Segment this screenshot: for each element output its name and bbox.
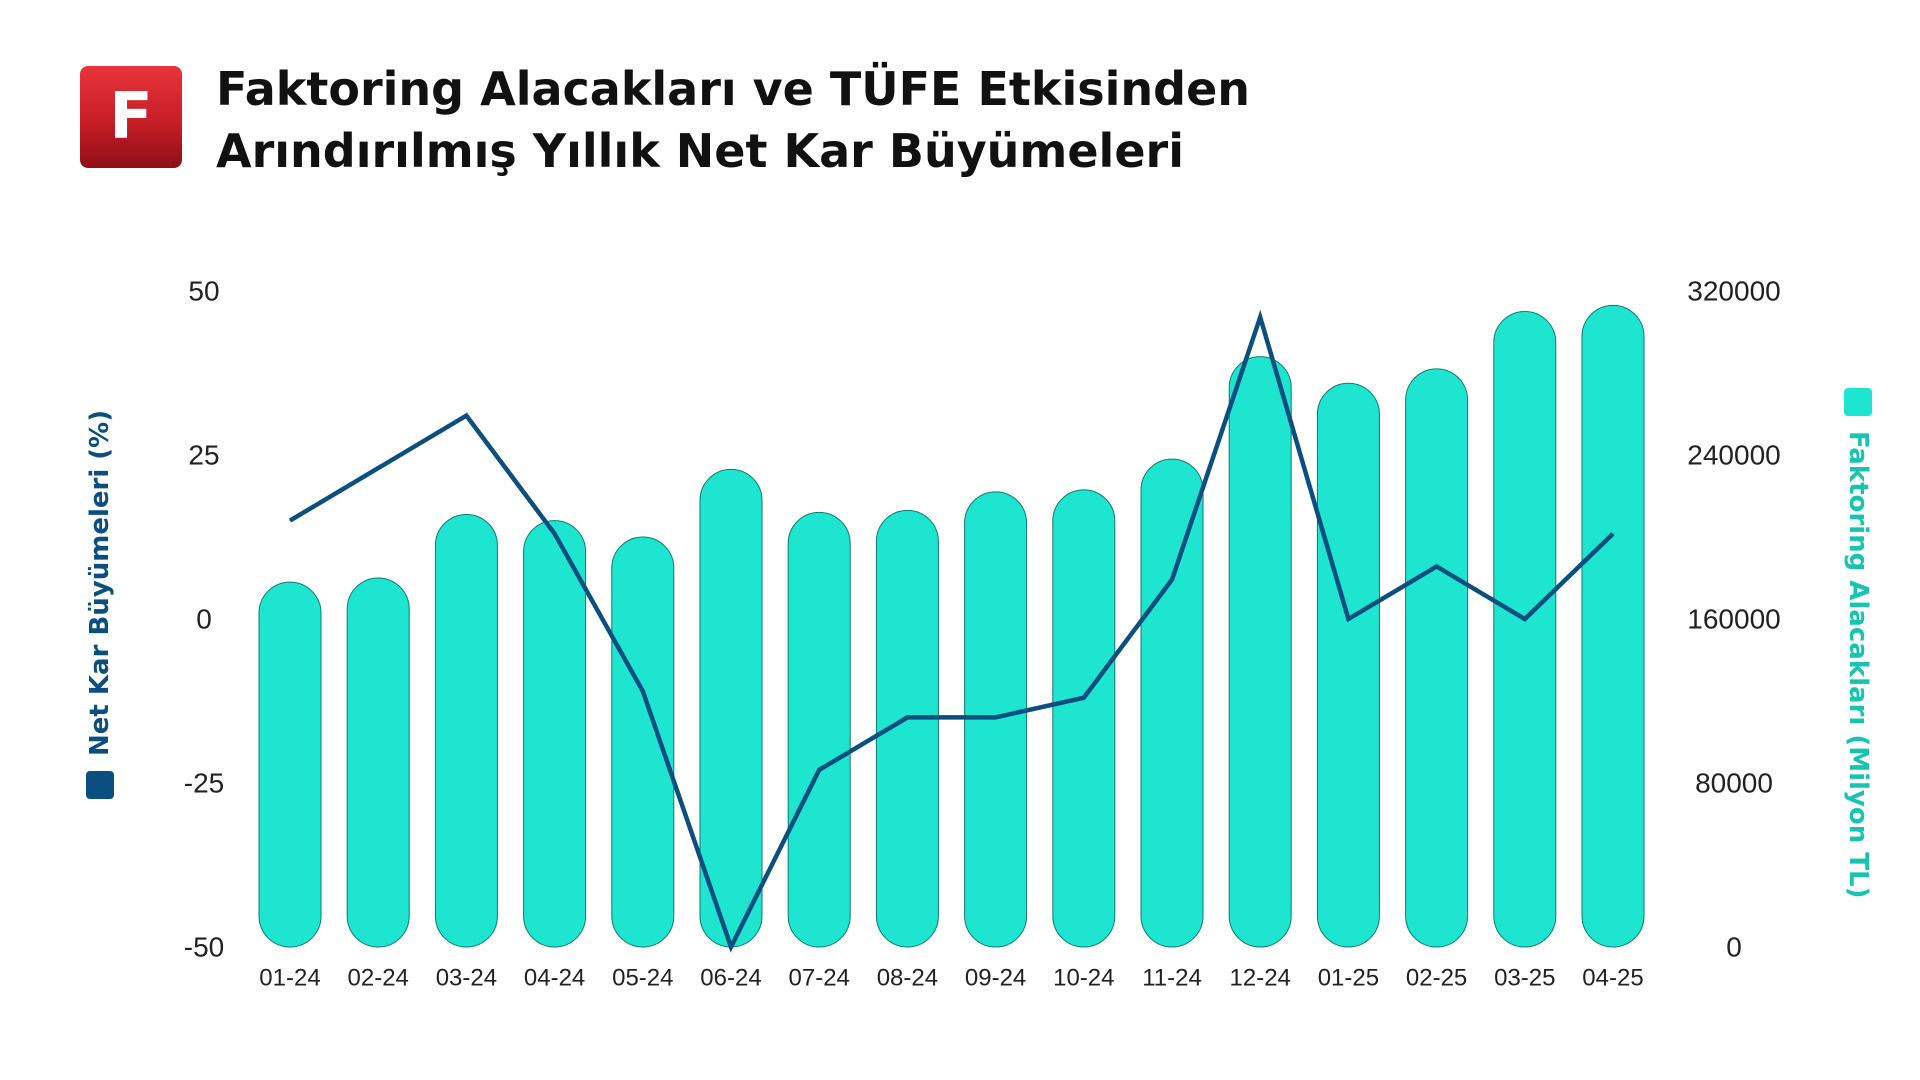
left-tick-label: -25 — [184, 768, 224, 799]
line-point-01-24 — [289, 520, 291, 522]
right-tick-label: 80000 — [1695, 768, 1773, 799]
left-axis-ticks: 50 25 0 -25 -50 — [184, 276, 224, 963]
left-axis-legend-swatch — [86, 771, 114, 799]
line-point-04-24 — [554, 533, 556, 535]
right-axis-legend-swatch — [1844, 388, 1872, 416]
brand-logo: F — [80, 66, 182, 168]
x-tick-label: 01-25 — [1318, 965, 1379, 992]
line-point-03-24 — [465, 415, 467, 417]
line-point-04-25 — [1612, 533, 1614, 535]
bar-08-24 — [875, 509, 939, 948]
x-tick-label: 08-24 — [877, 965, 938, 992]
x-tick-label: 04-24 — [524, 965, 585, 992]
bar-03-25 — [1493, 311, 1557, 948]
x-axis-ticks: 01-24 02-24 03-24 04-24 05-24 06-24 07-24 08-24… — [259, 965, 1643, 992]
x-tick-label: 07-24 — [789, 965, 850, 992]
brand-logo-letter: F — [109, 80, 153, 154]
left-tick-label: 0 — [196, 604, 212, 635]
line-point-01-25 — [1347, 618, 1349, 620]
bar-series — [258, 304, 1645, 948]
line-point-08-24 — [906, 716, 908, 718]
line-point-06-24 — [730, 946, 732, 948]
bar-01-24 — [258, 581, 322, 948]
bar-05-24 — [611, 536, 675, 948]
line-point-05-24 — [642, 690, 644, 692]
line-point-07-24 — [818, 769, 820, 771]
x-tick-label: 11-24 — [1142, 965, 1202, 992]
right-tick-label: 160000 — [1687, 604, 1780, 635]
right-axis-label: Faktoring Alacakları (Milyon TL) — [1843, 431, 1873, 898]
line-point-12-24 — [1259, 316, 1261, 318]
bar-10-24 — [1052, 489, 1116, 948]
line-point-09-24 — [995, 716, 997, 718]
x-tick-label: 06-24 — [700, 965, 761, 992]
bar-02-24 — [346, 577, 410, 948]
left-axis-label: Net Kar Büyümeleri (%) — [85, 410, 115, 756]
bar-06-24 — [699, 468, 763, 948]
chart-title-line-1: Faktoring Alacakları ve TÜFE Etkisinden — [216, 62, 1251, 116]
line-point-02-25 — [1436, 566, 1438, 568]
chart-title: Faktoring Alacakları ve TÜFE Etkisinden … — [216, 58, 1316, 182]
bar-07-24 — [787, 511, 851, 948]
right-tick-label: 320000 — [1687, 276, 1780, 307]
x-tick-label: 01-24 — [259, 965, 320, 992]
line-path — [288, 309, 1615, 953]
x-tick-label: 03-24 — [436, 965, 497, 992]
x-tick-label: 04-25 — [1582, 965, 1643, 992]
x-tick-label: 10-24 — [1053, 965, 1114, 992]
bar-04-24 — [523, 520, 587, 948]
left-tick-label: -50 — [184, 932, 224, 963]
x-tick-label: 03-25 — [1494, 965, 1555, 992]
bar-02-25 — [1405, 368, 1469, 948]
bar-03-24 — [434, 513, 498, 948]
left-tick-label: 25 — [188, 440, 219, 471]
line-series — [288, 309, 1615, 953]
left-tick-label: 50 — [188, 276, 219, 307]
right-axis-label-group: Faktoring Alacakları (Milyon TL) — [1843, 388, 1873, 898]
x-tick-label: 12-24 — [1230, 965, 1291, 992]
bar-01-25 — [1316, 382, 1380, 948]
line-point-02-24 — [377, 467, 379, 469]
bar-12-24 — [1228, 356, 1292, 948]
line-point-03-25 — [1524, 618, 1526, 620]
x-tick-label: 02-24 — [348, 965, 409, 992]
chart-title-line-2: Arındırılmış Yıllık Net Kar Büyümeleri — [216, 124, 1184, 178]
x-tick-label: 02-25 — [1406, 965, 1467, 992]
bar-04-25 — [1581, 304, 1645, 948]
bar-11-24 — [1140, 458, 1204, 948]
right-tick-label: 0 — [1726, 932, 1742, 963]
right-axis-ticks: 320000 240000 160000 80000 0 — [1687, 276, 1780, 963]
x-tick-label: 05-24 — [612, 965, 673, 992]
line-point-10-24 — [1083, 697, 1085, 699]
right-tick-label: 240000 — [1687, 440, 1780, 471]
line-point-11-24 — [1171, 579, 1173, 581]
x-tick-label: 09-24 — [965, 965, 1026, 992]
left-axis-label-group: Net Kar Büyümeleri (%) — [85, 410, 115, 799]
